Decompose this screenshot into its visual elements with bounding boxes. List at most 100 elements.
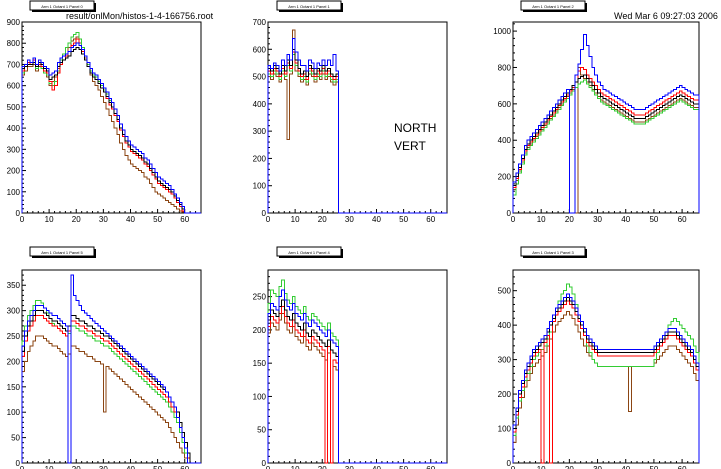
panel-title-box: [276, 246, 342, 257]
y-tick-label: 250: [7, 332, 21, 341]
y-tick-label: 500: [7, 103, 21, 112]
x-tick-label: 10: [45, 465, 54, 469]
x-tick-label: 10: [537, 465, 546, 469]
y-tick-label: 700: [7, 60, 21, 69]
y-tick-label: 700: [253, 18, 267, 27]
panel-title-box: [276, 0, 342, 11]
series-blue: [267, 289, 447, 464]
x-tick-label: 60: [180, 215, 189, 224]
y-tick-label: 400: [498, 136, 512, 145]
x-tick-label: 60: [426, 215, 435, 224]
panel-title-box: [29, 246, 95, 257]
root-filename-label: result/onlMon/histos-1-4-166756.root: [66, 11, 214, 21]
y-tick-label: 50: [257, 426, 266, 435]
y-tick-label: 100: [253, 182, 267, 191]
x-tick-label: 40: [372, 215, 381, 224]
panel-title: Arm 1 Octant 1 Panel 0: [41, 4, 83, 9]
x-tick-label: 0: [511, 465, 516, 469]
x-tick-label: 50: [649, 465, 658, 469]
x-tick-label: 30: [99, 465, 108, 469]
x-tick-label: 0: [20, 215, 25, 224]
series-black: [512, 74, 700, 213]
panel-title: Arm 1 Octant 1 Panel 4: [288, 250, 330, 255]
panel-title: Arm 1 Octant 1 Panel 5: [41, 250, 83, 255]
x-tick-label: 30: [345, 215, 354, 224]
series-brown: [512, 66, 700, 214]
series-green: [21, 32, 201, 214]
x-tick-label: 50: [399, 215, 408, 224]
histogram-panel-4: Arm 1 Octant 1 Panel 4 0 10 20 30 40 50 60 0 50 10…: [253, 246, 448, 469]
y-tick-label: 1000: [493, 27, 511, 36]
vert-label: VERT: [394, 139, 426, 153]
y-tick-label: 300: [7, 307, 21, 316]
series-black: [21, 310, 201, 464]
y-tick-label: 500: [498, 287, 512, 296]
y-tick-label: 100: [7, 408, 21, 417]
y-tick-label: 100: [253, 392, 267, 401]
series-green: [21, 299, 201, 464]
series-red: [21, 38, 201, 214]
y-tick-label: 200: [498, 390, 512, 399]
x-tick-label: 30: [593, 465, 602, 469]
y-tick-label: 200: [7, 167, 21, 176]
x-tick-label: 10: [291, 465, 300, 469]
panel-title-box: [520, 246, 586, 257]
panel-title: Arm 1 Octant 1 Panel 1: [288, 4, 330, 9]
y-tick-label: 900: [7, 18, 21, 27]
y-tick-label: 0: [507, 459, 512, 468]
x-tick-label: 40: [126, 465, 135, 469]
series-blue: [21, 42, 201, 214]
y-tick-label: 0: [16, 459, 21, 468]
y-tick-label: 150: [7, 383, 21, 392]
series-brown: [21, 36, 201, 214]
x-tick-label: 50: [649, 215, 658, 224]
series-brown: [21, 335, 201, 464]
y-tick-label: 600: [7, 82, 21, 91]
histogram-panel-0: Arm 1 Octant 1 Panel 00 10 20 30 40 50 6001002…: [7, 0, 202, 224]
y-tick-label: 400: [498, 321, 512, 330]
panel-title-box: [29, 0, 95, 11]
x-tick-label: 50: [399, 465, 408, 469]
x-tick-label: 20: [565, 215, 574, 224]
y-tick-label: 50: [11, 434, 20, 443]
x-tick-label: 10: [45, 215, 54, 224]
x-tick-label: 20: [565, 465, 574, 469]
panel-title-box: [520, 0, 586, 11]
histogram-panel-5: Arm 1 Octant 1 Panel 3 0 10 20 30 40 50 60 0 100 2…: [498, 246, 700, 469]
series-blue: [512, 34, 700, 214]
series-blue: [21, 274, 201, 464]
series-blue: [512, 293, 700, 463]
y-tick-label: 0: [262, 459, 267, 468]
x-tick-label: 40: [621, 215, 630, 224]
y-tick-label: 200: [498, 173, 512, 182]
series-brown: [267, 312, 447, 464]
y-tick-label: 600: [498, 100, 512, 109]
x-tick-label: 30: [345, 465, 354, 469]
x-tick-label: 20: [72, 465, 81, 469]
series-red: [21, 315, 201, 464]
x-tick-label: 0: [511, 215, 516, 224]
timestamp-label: Wed Mar 6 09:27:03 2006: [614, 11, 718, 21]
north-label: NORTH: [394, 121, 437, 135]
x-tick-label: 40: [372, 465, 381, 469]
x-tick-label: 30: [99, 215, 108, 224]
x-tick-label: 20: [72, 215, 81, 224]
y-tick-label: 600: [253, 45, 267, 54]
y-tick-label: 800: [498, 63, 512, 72]
y-tick-label: 300: [253, 127, 267, 136]
series-blue: [267, 37, 447, 214]
x-tick-label: 60: [426, 465, 435, 469]
panel-title: Arm 1 Octant 1 Panel 3: [532, 250, 574, 255]
y-tick-label: 350: [7, 281, 21, 290]
y-tick-label: 500: [253, 73, 267, 82]
x-tick-label: 0: [20, 465, 25, 469]
x-tick-label: 30: [593, 215, 602, 224]
x-tick-label: 20: [318, 215, 327, 224]
x-tick-label: 40: [621, 465, 630, 469]
y-tick-label: 400: [253, 100, 267, 109]
x-tick-label: 0: [266, 215, 271, 224]
y-tick-label: 200: [253, 154, 267, 163]
y-tick-label: 400: [7, 124, 21, 133]
y-tick-label: 100: [7, 188, 21, 197]
